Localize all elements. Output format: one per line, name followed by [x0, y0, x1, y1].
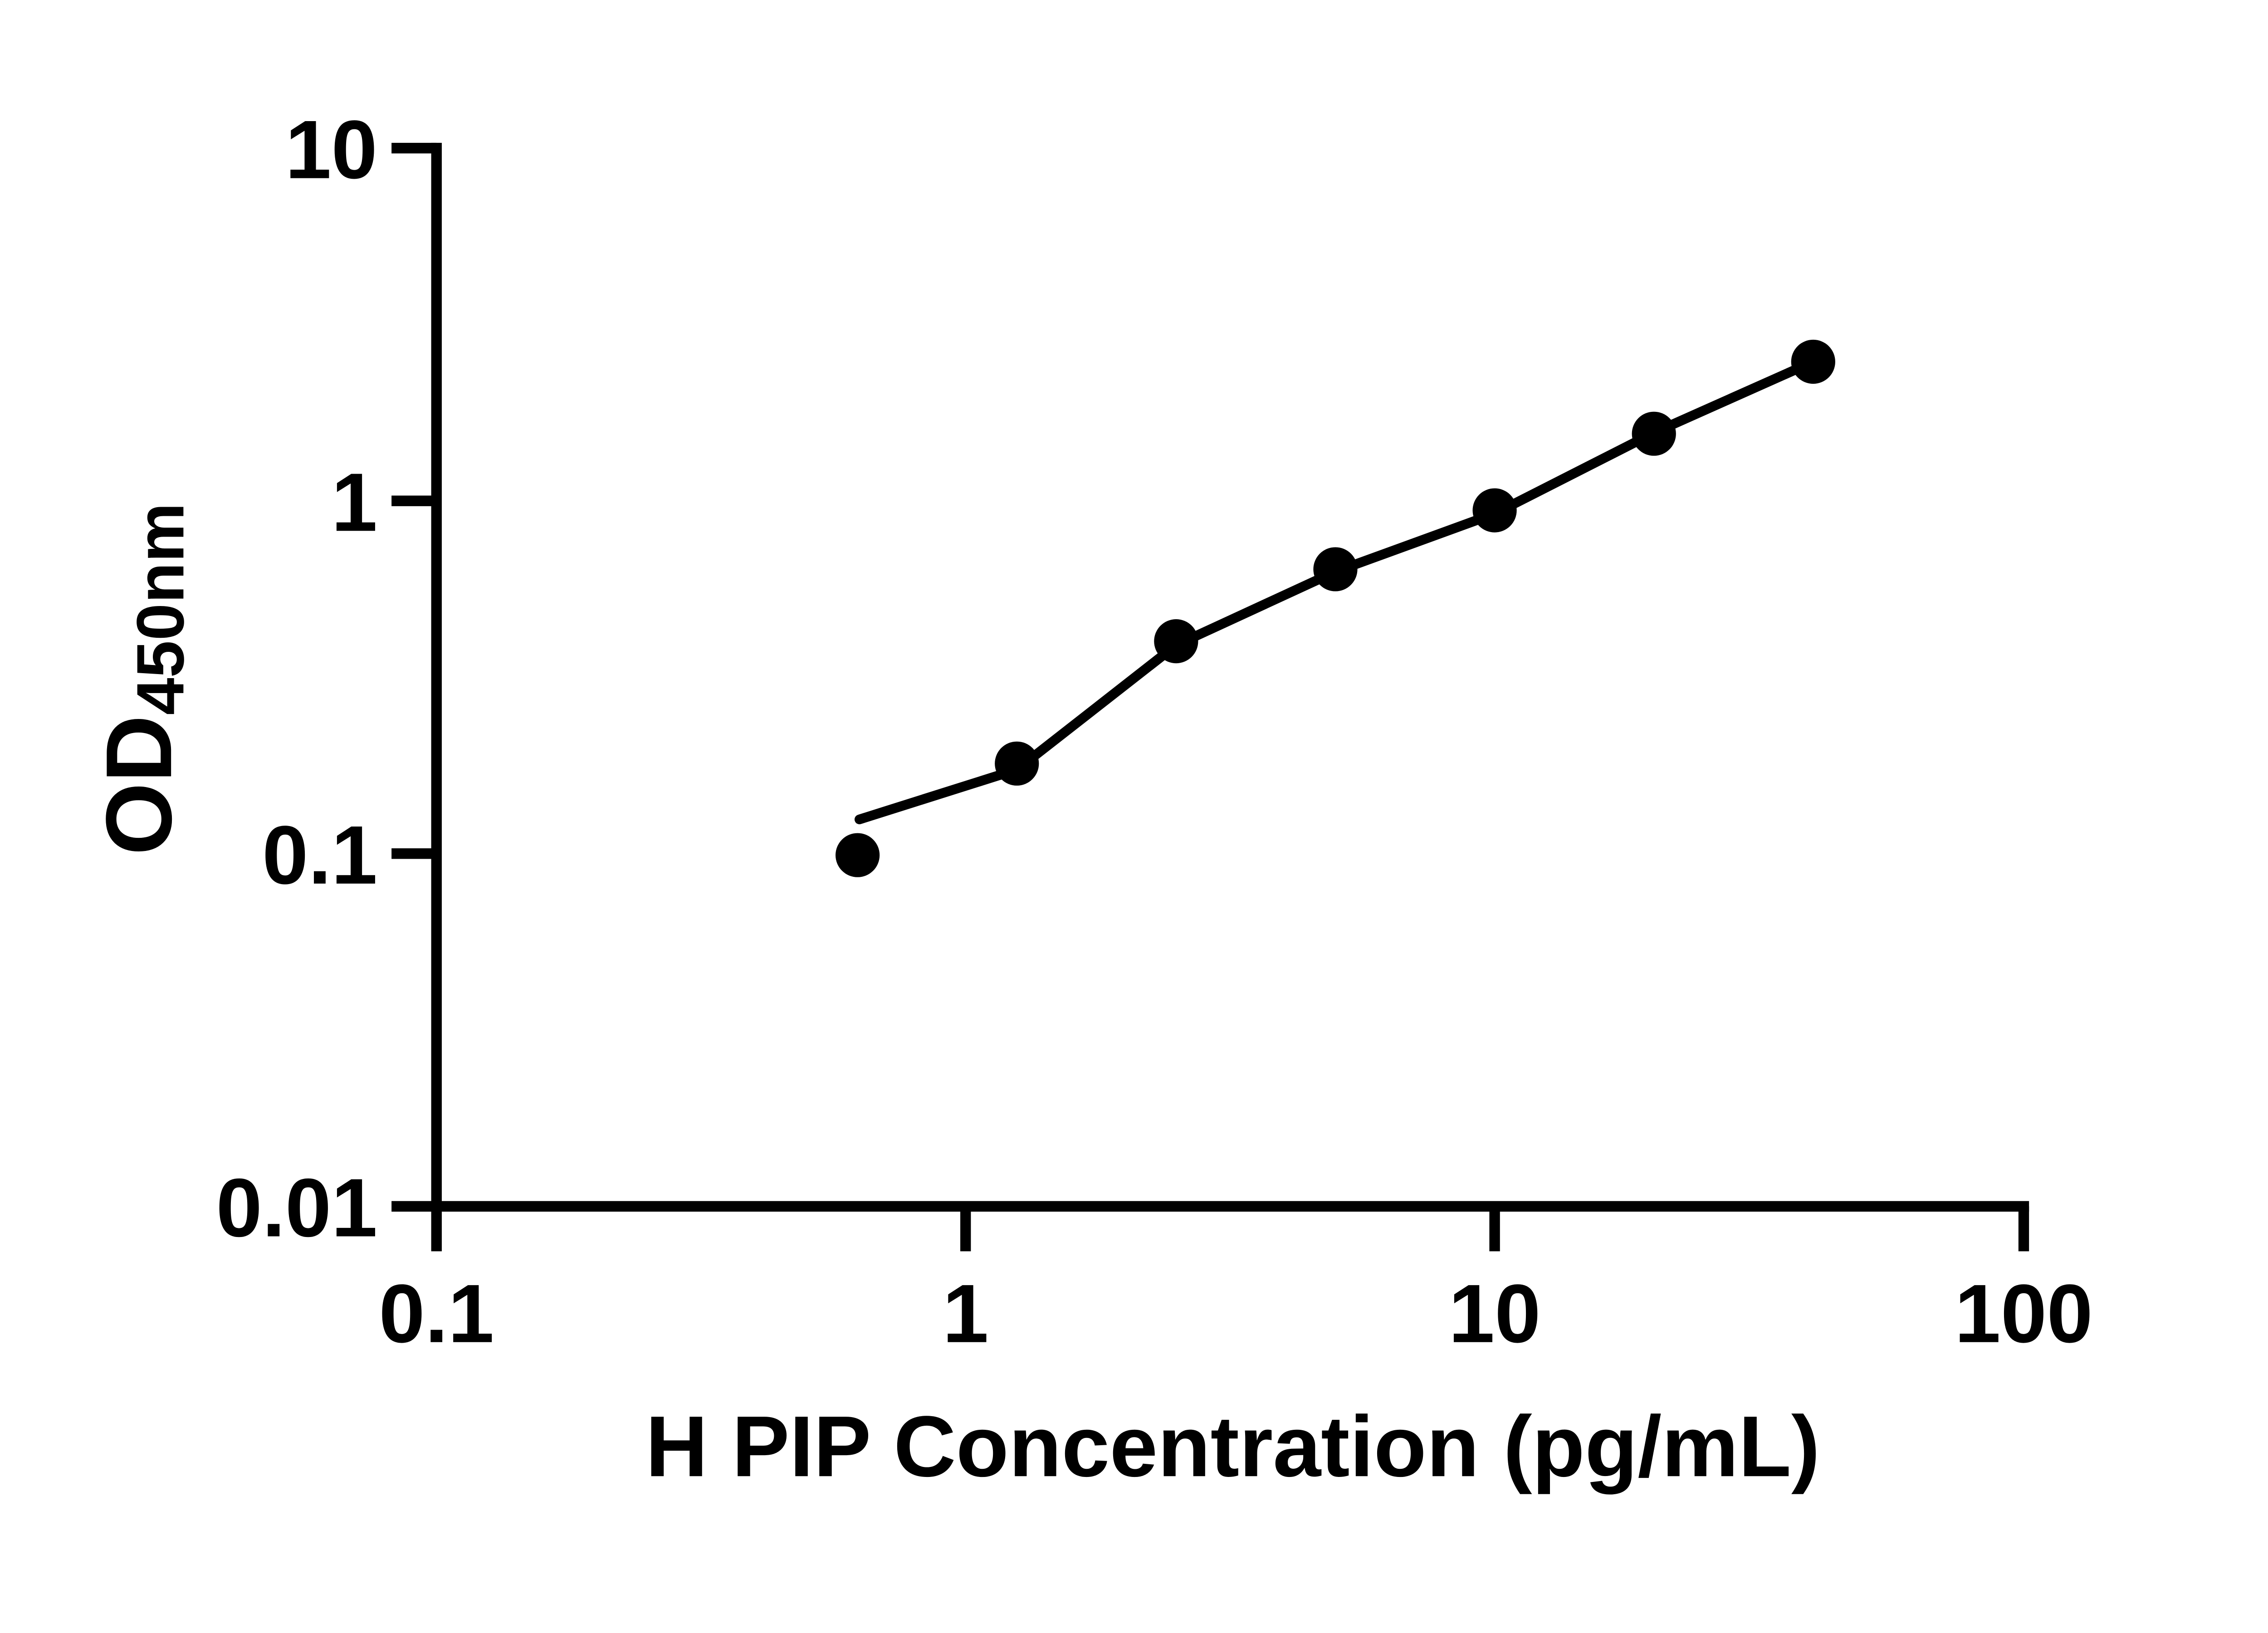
x-tick-label: 0.1 — [379, 1267, 494, 1360]
y-axis-title-main: OD — [86, 715, 191, 855]
axes-layer — [391, 142, 2029, 1252]
data-point — [1154, 619, 1198, 664]
data-point — [1313, 547, 1358, 592]
y-axis-title: OD450nm — [86, 503, 198, 855]
data-point — [1791, 339, 1835, 384]
x-axis-title: H PIP Concentration (pg/mL) — [645, 1398, 1820, 1495]
x-tick-label: 100 — [1955, 1267, 2093, 1360]
y-axis-title-subscript: 450nm — [123, 503, 198, 715]
y-tick-label: 0.1 — [262, 809, 377, 901]
x-tick-label: 1 — [943, 1267, 989, 1360]
data-point — [836, 833, 880, 877]
data-point — [1472, 488, 1517, 533]
y-tick-label: 1 — [331, 456, 377, 548]
data-layer — [836, 339, 1835, 877]
y-tick-label: 0.01 — [216, 1162, 377, 1254]
y-tick-label: 10 — [285, 103, 377, 196]
data-point — [1632, 411, 1676, 456]
x-tick-label: 10 — [1448, 1267, 1540, 1360]
data-point — [995, 741, 1039, 786]
standard-curve-figure: 0.1 1 10 100 10 1 0.1 0.01 H PIP Concentration (… — [86, 103, 2093, 1495]
